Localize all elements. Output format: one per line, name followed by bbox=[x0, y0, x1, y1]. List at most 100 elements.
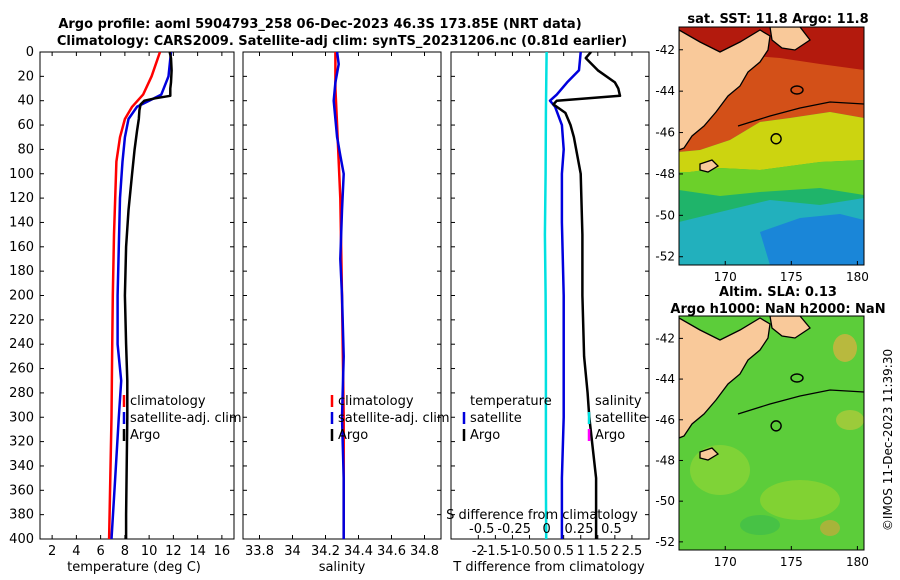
title-line-1: Argo profile: aoml 5904793_258 06-Dec-20… bbox=[58, 17, 581, 32]
difference-lines bbox=[451, 52, 649, 539]
bathymetry-contour bbox=[737, 389, 864, 415]
x-tick-label: -0.5 bbox=[517, 544, 542, 559]
y-tick-label: 80 bbox=[17, 142, 34, 157]
legend-label-satellite-t: satellite bbox=[470, 411, 522, 426]
difference-legend-salinity: salinity satellite Argo bbox=[587, 394, 647, 443]
sla-anomaly-patch bbox=[760, 480, 840, 520]
map-x-tick-label: 175 bbox=[780, 270, 803, 284]
s-difference-tick-labels: -0.5 -0.25 0 0.25 0.5 bbox=[469, 522, 622, 537]
x-tick-label: 2 bbox=[611, 544, 619, 559]
y-tick-label: 380 bbox=[9, 508, 34, 523]
series-line-argo-t-difference bbox=[552, 52, 622, 539]
sst-cold-region bbox=[760, 214, 864, 265]
map-y-tick-label: -48 bbox=[655, 453, 675, 467]
sst-hot-region bbox=[679, 27, 864, 70]
x-tick-label: -1 bbox=[506, 544, 519, 559]
y-tick-label: 140 bbox=[9, 215, 34, 230]
y-tick-label: 40 bbox=[17, 94, 34, 109]
x-tick-label: 0 bbox=[542, 544, 550, 559]
legend-label-argo: Argo bbox=[130, 428, 160, 443]
y-tick-label: 400 bbox=[9, 532, 34, 547]
map-y-tick-label: -52 bbox=[655, 535, 675, 549]
legend-title-salinity: salinity bbox=[595, 394, 642, 409]
sla-map-title-2: Argo h1000: NaN h2000: NaN bbox=[670, 302, 885, 317]
sla-map-frame bbox=[678, 315, 865, 551]
x-tick-label: 33.8 bbox=[245, 544, 274, 559]
map-y-tick-label: -52 bbox=[655, 250, 675, 264]
bathymetry-contour bbox=[737, 101, 864, 127]
sst-map-title: sat. SST: 11.8 Argo: 11.8 bbox=[687, 12, 868, 27]
map-y-tick-label: -46 bbox=[655, 126, 675, 140]
t-difference-tick-labels: -2-1.5-1-0.5 0 0.5 1 1.5 2 2.5 bbox=[472, 52, 642, 559]
map-x-tick-label: 175 bbox=[780, 555, 803, 569]
salinity-xlabel: salinity bbox=[319, 560, 366, 575]
title-line-2: Climatology: CARS2009. Satellite-adj cli… bbox=[57, 34, 627, 49]
s-diff-tick-label: 0.25 bbox=[565, 522, 594, 537]
y-tick-label: 280 bbox=[9, 386, 34, 401]
land-north-island bbox=[769, 27, 811, 51]
map-y-tick-label: -42 bbox=[655, 331, 675, 345]
x-tick-label: 1.5 bbox=[587, 544, 608, 559]
sla-map-tick-labels: 170 175 180 -42 -44 -46 -48 -50 -52 bbox=[655, 331, 868, 569]
y-tick-label: 180 bbox=[9, 264, 34, 279]
sst-green-region bbox=[679, 160, 864, 196]
s-diff-tick-label: 0 bbox=[542, 522, 550, 537]
y-tick-label: 160 bbox=[9, 240, 34, 255]
chatham-rise-contour bbox=[790, 373, 804, 383]
x-tick-label: -2 bbox=[472, 544, 485, 559]
series-line-climatology bbox=[107, 52, 162, 539]
s-diff-tick-label: -0.5 bbox=[469, 522, 494, 537]
y-tick-label: 260 bbox=[9, 362, 34, 377]
chatham-rise-contour bbox=[790, 85, 804, 95]
y-tick-label: 0 bbox=[26, 45, 34, 60]
map-y-tick-label: -44 bbox=[655, 84, 675, 98]
map-y-tick-label: -48 bbox=[655, 167, 675, 181]
legend-label-satellite-s: satellite bbox=[595, 411, 647, 426]
map-x-tick-label: 170 bbox=[714, 555, 737, 569]
series-line-satellite-t-difference bbox=[548, 52, 582, 539]
map-x-tick-label: 180 bbox=[846, 555, 869, 569]
x-tick-label: 34.6 bbox=[377, 544, 406, 559]
sla-anomaly-patch bbox=[833, 334, 857, 362]
legend-label-climatology: climatology bbox=[130, 394, 206, 409]
map-y-tick-label: -50 bbox=[655, 208, 675, 222]
x-tick-label: 12 bbox=[165, 544, 182, 559]
sst-map-tick-labels: 170 175 180 -42 -44 -46 -48 -50 -52 bbox=[655, 43, 868, 284]
y-tick-label: 120 bbox=[9, 191, 34, 206]
sla-anomaly-patch bbox=[820, 520, 840, 536]
s-diff-tick-label: -0.25 bbox=[497, 522, 531, 537]
land-north-island bbox=[769, 316, 811, 339]
salinity-panel: 33.8 34 34.2 34.4 34.6 34.8 salinity climatol… bbox=[242, 51, 450, 575]
map-y-tick-label: -42 bbox=[655, 43, 675, 57]
s-difference-axis-label: S difference from climatology bbox=[446, 508, 638, 523]
legend-label-argo: Argo bbox=[338, 428, 368, 443]
y-tick-label: 320 bbox=[9, 435, 34, 450]
x-tick-label: 10 bbox=[141, 544, 158, 559]
legend-label-argo-t: Argo bbox=[470, 428, 500, 443]
sla-anomaly-patch bbox=[836, 410, 864, 430]
x-tick-label: -1.5 bbox=[483, 544, 508, 559]
land-south-island bbox=[679, 29, 771, 151]
t-difference-xlabel: T difference from climatology bbox=[452, 560, 645, 575]
map-y-tick-label: -44 bbox=[655, 372, 675, 386]
legend-label-satellite: satellite-adj. clim bbox=[130, 411, 242, 426]
series-line-satellite-adj-clim bbox=[332, 52, 345, 539]
x-tick-label: 4 bbox=[72, 544, 80, 559]
temperature-legend: climatology satellite-adj. clim Argo bbox=[122, 394, 242, 443]
difference-axes-box bbox=[450, 51, 650, 540]
legend-label-argo-s: Argo bbox=[595, 428, 625, 443]
salinity-legend: climatology satellite-adj. clim Argo bbox=[330, 394, 450, 443]
legend-label-satellite: satellite-adj. clim bbox=[338, 411, 450, 426]
x-tick-label: 1 bbox=[577, 544, 585, 559]
y-tick-label: 220 bbox=[9, 313, 34, 328]
x-tick-label: 14 bbox=[189, 544, 206, 559]
x-tick-label: 16 bbox=[214, 544, 231, 559]
argo-position-marker bbox=[770, 133, 782, 145]
map-x-tick-label: 180 bbox=[846, 270, 869, 284]
land-stewart-island bbox=[699, 447, 720, 461]
x-tick-label: 34 bbox=[284, 544, 301, 559]
sla-map: Altim. SLA: 0.13 Argo h1000: NaN h2000: … bbox=[655, 285, 885, 569]
x-tick-label: 6 bbox=[96, 544, 104, 559]
temperature-tick-labels: 2 4 6 8 10 12 14 16 bbox=[48, 52, 230, 559]
